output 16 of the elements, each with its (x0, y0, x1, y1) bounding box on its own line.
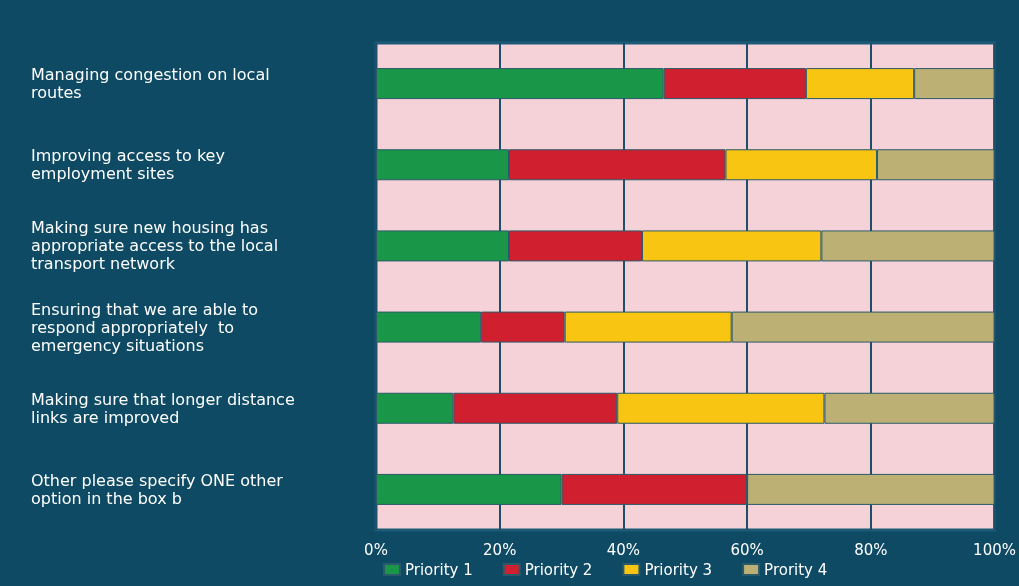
x-tick-label: 0% (364, 540, 388, 559)
x-tick-label: 40% (606, 540, 641, 559)
x-tick-label: 100% (973, 540, 1016, 559)
y-tick-label: Managing congestion on local routes (31, 65, 275, 103)
x-tick-label: 80% (854, 540, 888, 559)
legend-label: Priority 3 (644, 560, 713, 579)
legend-label: Priority 1 (405, 560, 473, 579)
legend-label: Priority 2 (524, 560, 593, 579)
y-tick-label: Making sure that longer distance links are improved (31, 389, 300, 427)
legend-label: Prority 4 (764, 560, 828, 579)
y-tick-label: Ensuring that we are able to respond appropriately to emergency situations (31, 299, 264, 355)
y-tick-label: Other please specify ONE other option in the box b (31, 470, 288, 508)
y-tick-label: Making sure new housing has appropriate access to the local transport network (31, 218, 284, 274)
y-tick-label: Improving access to key employment sites (31, 146, 231, 184)
x-tick-label: 20% (483, 540, 517, 559)
x-tick-label: 60% (730, 540, 764, 559)
